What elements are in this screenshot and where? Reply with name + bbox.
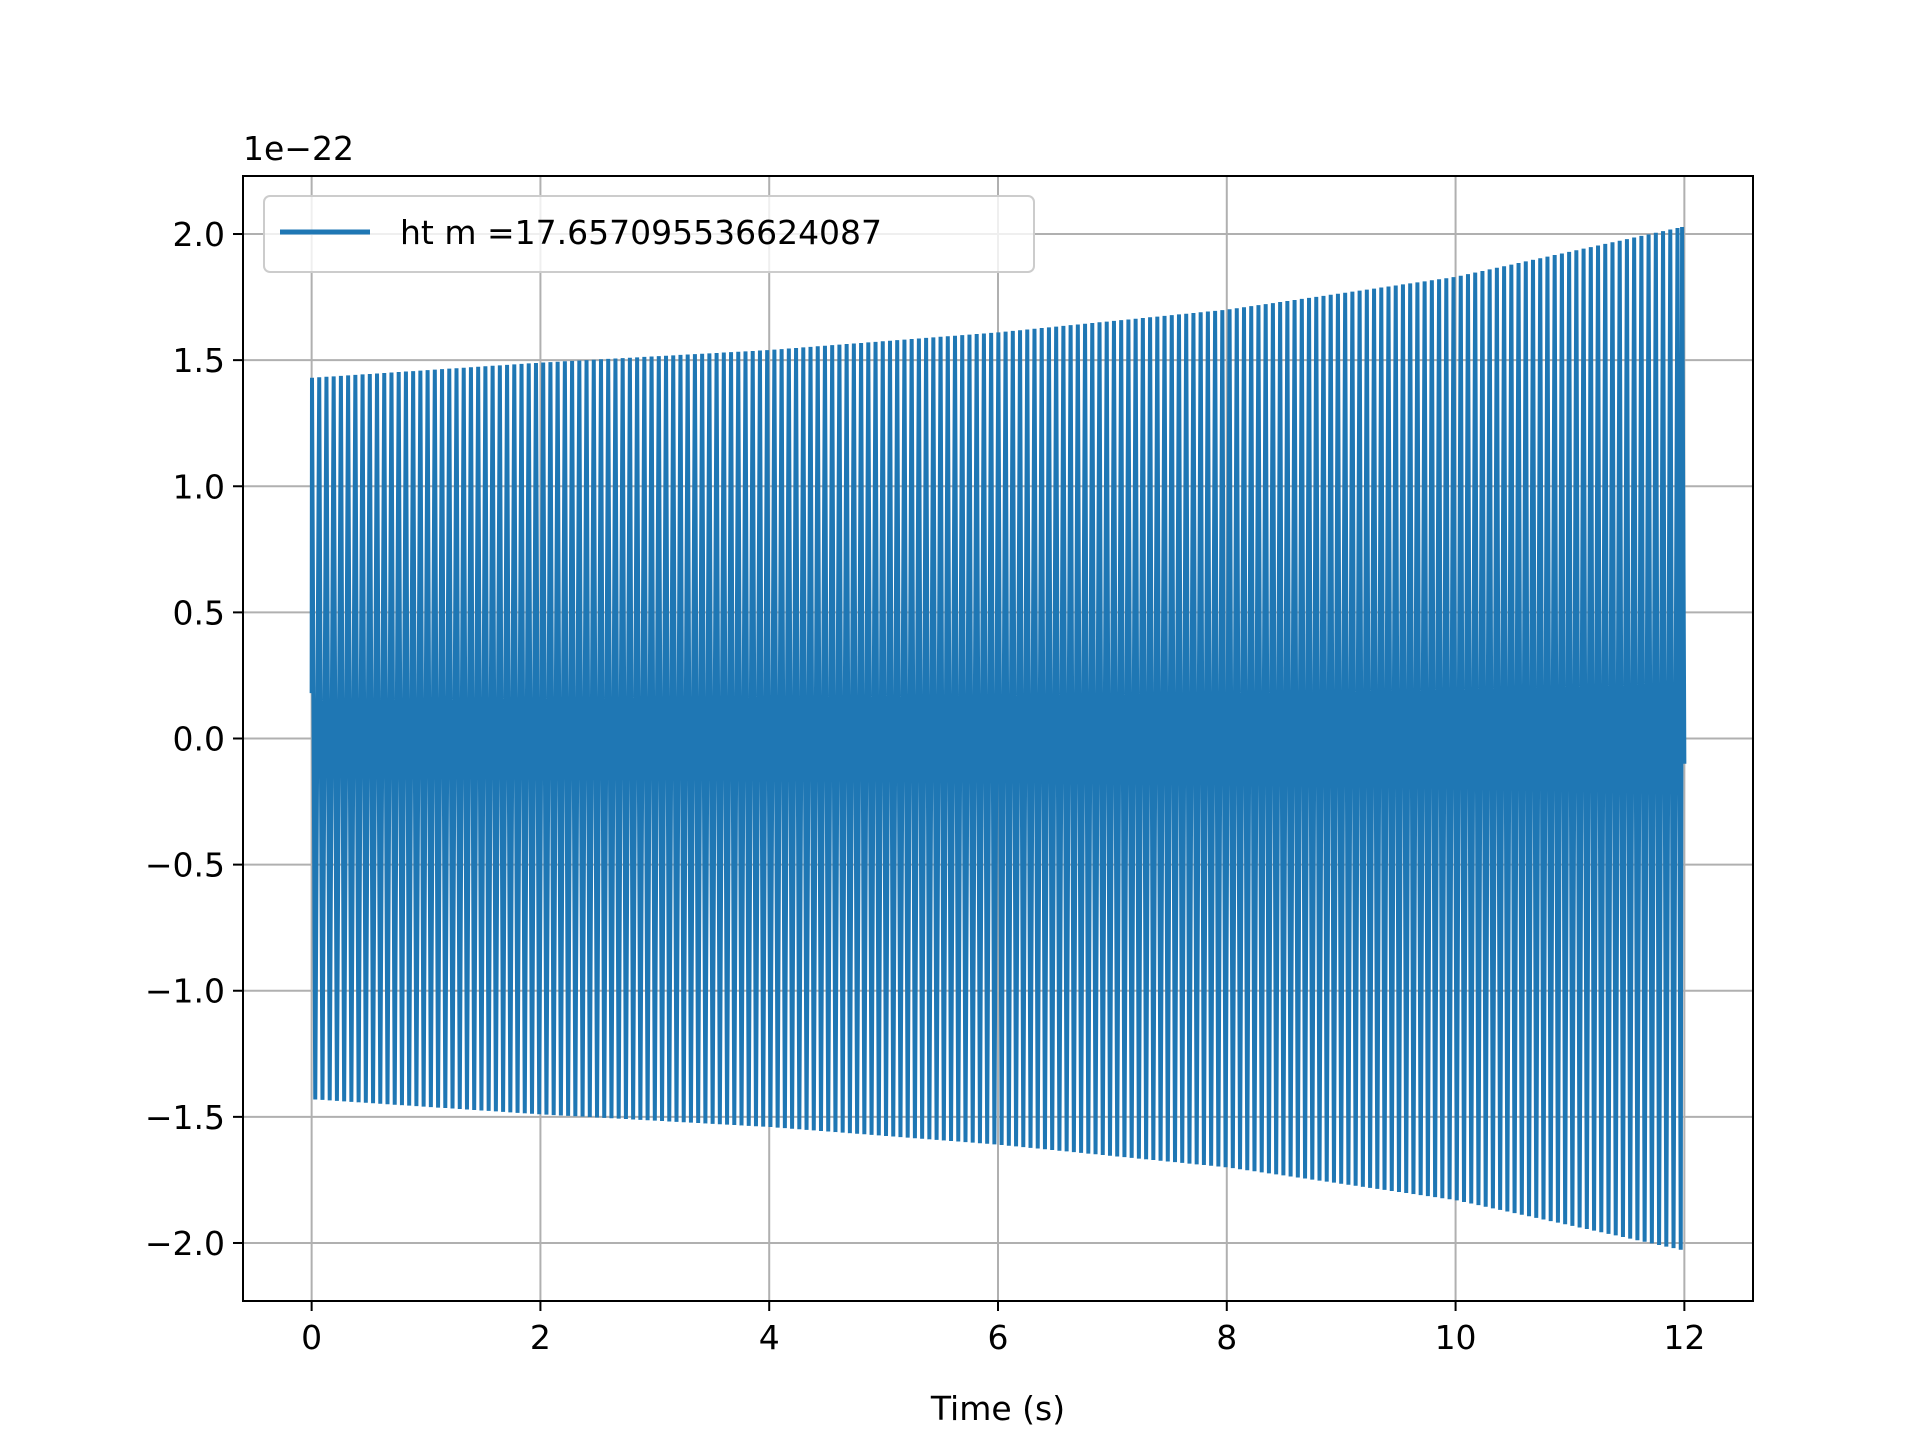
x-tick-label: 12 (1663, 1318, 1705, 1357)
ticks: 0 2 4 6 8 10 12 −2.0 −1.5 −1.0 −0.5 0.0 0.5 1.0 1.5 2.0 (145, 215, 1706, 1357)
y-tick-label: 0.5 (173, 593, 225, 632)
y-tick-label: −0.5 (145, 846, 225, 885)
series-layer (309, 226, 1687, 1250)
y-offset-label: 1e−22 (243, 129, 354, 168)
y-tick-label: 0.0 (173, 720, 225, 759)
x-axis-title: Time (s) (930, 1389, 1065, 1428)
y-tick-label: −1.0 (145, 972, 225, 1011)
y-tick-label: 1.0 (173, 467, 225, 506)
x-tick-label: 8 (1216, 1318, 1237, 1357)
x-tick-label: 2 (530, 1318, 551, 1357)
series-line (309, 226, 1687, 1250)
legend: ht m =17.657095536624087 (263, 195, 1035, 273)
x-tick-label: 10 (1435, 1318, 1477, 1357)
x-tick-label: 0 (301, 1318, 322, 1357)
x-tick-label: 4 (759, 1318, 780, 1357)
y-tick-label: 1.5 (173, 341, 225, 380)
y-tick-label: −1.5 (145, 1098, 225, 1137)
y-tick-label: 2.0 (173, 215, 225, 254)
legend-box (263, 195, 1035, 273)
y-tick-label: −2.0 (145, 1224, 225, 1263)
x-tick-label: 6 (988, 1318, 1009, 1357)
legend-label: ht m =17.657095536624087 (400, 213, 882, 252)
